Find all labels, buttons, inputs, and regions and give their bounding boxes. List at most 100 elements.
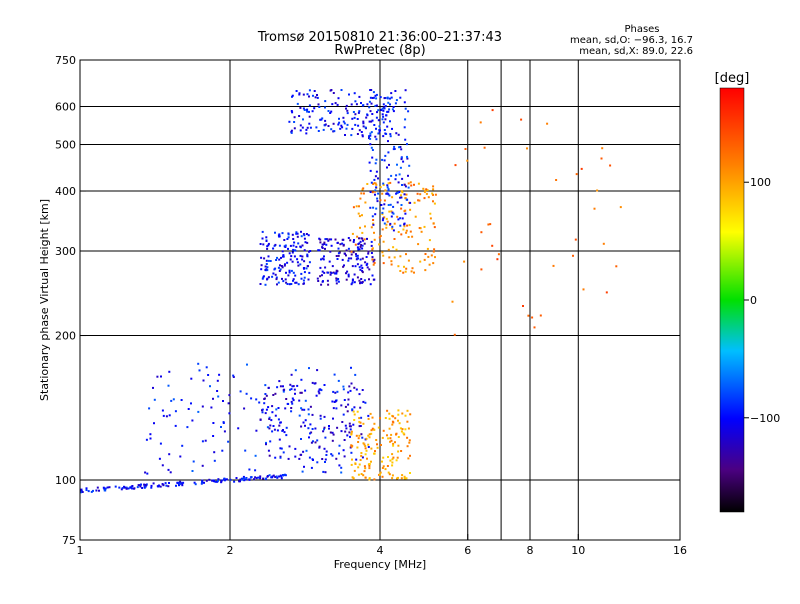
data-point <box>403 222 406 225</box>
data-point <box>342 385 345 388</box>
data-point <box>290 269 293 272</box>
data-point <box>309 432 311 435</box>
data-point <box>337 278 340 280</box>
data-point <box>360 278 363 280</box>
data-point <box>329 89 332 92</box>
data-point <box>399 96 402 99</box>
data-point <box>161 464 164 467</box>
y-tick-label-0: 75 <box>62 534 76 547</box>
data-point <box>392 442 395 445</box>
data-point <box>357 473 360 476</box>
data-point <box>165 415 168 418</box>
data-point <box>344 405 347 408</box>
data-point <box>372 206 375 209</box>
data-point <box>278 475 281 478</box>
data-point <box>387 189 390 192</box>
data-point <box>324 436 327 439</box>
data-point <box>388 163 390 166</box>
grid-lines <box>80 60 680 540</box>
data-point <box>404 212 407 215</box>
data-point <box>609 164 612 167</box>
data-point <box>375 97 378 100</box>
data-point <box>345 107 347 110</box>
data-point <box>286 283 289 285</box>
data-point <box>407 236 410 238</box>
data-point <box>391 127 393 130</box>
data-point <box>167 468 170 471</box>
data-point <box>222 422 225 424</box>
data-point <box>358 434 361 437</box>
x-tick-label-3: 6 <box>464 544 471 557</box>
data-point <box>527 314 530 317</box>
data-point <box>277 266 280 269</box>
data-point <box>129 486 132 489</box>
data-point <box>345 127 348 130</box>
data-point <box>389 459 392 462</box>
data-point <box>290 373 293 376</box>
data-point <box>293 255 296 258</box>
data-point <box>373 422 376 425</box>
data-point <box>364 453 367 456</box>
data-point <box>370 244 373 247</box>
data-point <box>303 271 306 274</box>
data-point <box>371 256 374 259</box>
data-point <box>317 280 320 282</box>
data-point <box>367 414 370 417</box>
data-point <box>392 110 395 113</box>
data-point <box>266 475 269 477</box>
data-point <box>208 478 211 481</box>
data-point <box>145 483 148 486</box>
data-point <box>262 477 265 480</box>
data-point <box>389 135 392 138</box>
data-point <box>227 402 230 405</box>
data-point <box>373 178 376 181</box>
data-point <box>285 271 287 274</box>
data-point <box>317 130 320 132</box>
data-point <box>381 460 383 463</box>
data-point <box>397 265 400 268</box>
data-point <box>260 268 263 271</box>
data-point <box>254 476 257 479</box>
data-point <box>299 263 302 266</box>
data-point <box>304 399 307 402</box>
data-point <box>325 454 328 456</box>
data-point <box>312 94 314 97</box>
data-point <box>175 484 177 487</box>
data-point <box>265 263 268 265</box>
data-point <box>401 474 404 477</box>
data-point <box>276 429 279 432</box>
data-point <box>342 449 345 452</box>
data-point <box>222 400 224 402</box>
data-point <box>321 243 324 246</box>
data-point <box>190 377 193 380</box>
data-point <box>368 100 371 103</box>
data-point <box>428 263 431 266</box>
data-point <box>308 89 311 92</box>
data-point <box>294 274 297 277</box>
data-point <box>281 232 284 235</box>
data-point <box>335 255 338 257</box>
data-point <box>429 212 432 215</box>
data-point <box>294 392 296 395</box>
data-point <box>201 440 204 443</box>
data-point <box>357 124 360 127</box>
data-point <box>306 126 309 129</box>
data-point <box>260 256 263 259</box>
data-point <box>381 158 384 161</box>
data-point <box>423 258 426 261</box>
data-point <box>81 491 84 493</box>
data-point <box>381 192 384 195</box>
data-point <box>274 243 277 246</box>
data-point <box>315 126 318 129</box>
data-point <box>297 283 300 286</box>
data-point <box>580 167 583 170</box>
data-point <box>390 263 393 266</box>
data-point <box>287 236 290 239</box>
data-point <box>352 423 355 426</box>
data-point <box>404 209 407 212</box>
data-point <box>383 199 386 202</box>
data-point <box>332 130 335 133</box>
data-point <box>324 100 327 103</box>
data-point <box>291 402 294 405</box>
data-point <box>283 239 286 241</box>
